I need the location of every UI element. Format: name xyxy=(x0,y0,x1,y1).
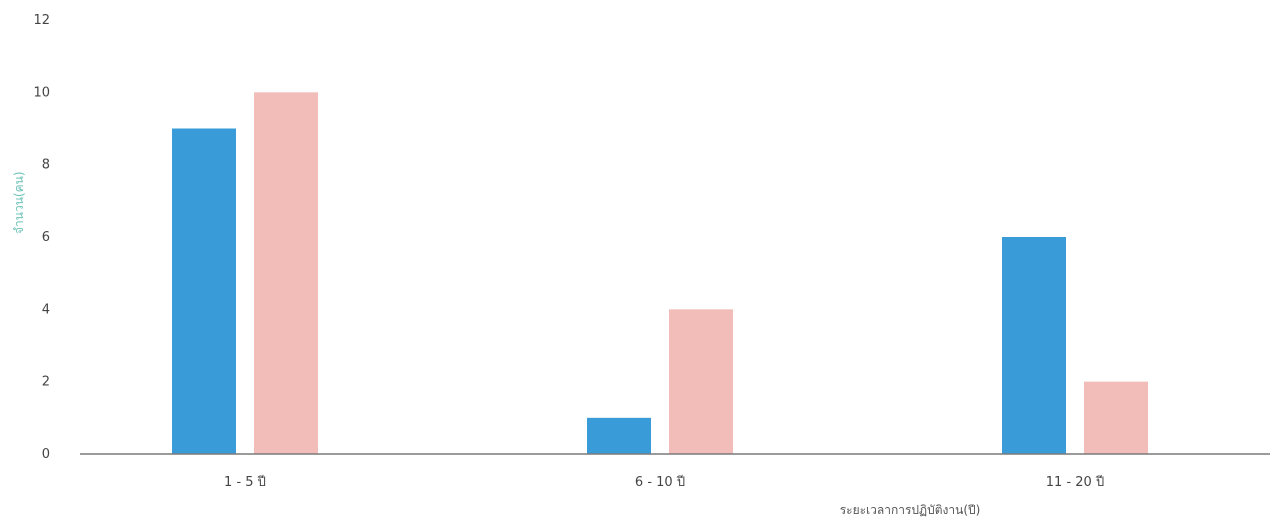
bar-series-1-1 xyxy=(172,128,236,454)
bar-series-2-2 xyxy=(669,309,733,454)
x-tick-label: 11 - 20 ปี xyxy=(1046,474,1104,490)
y-tick-label: 4 xyxy=(42,302,50,317)
y-tick-label: 6 xyxy=(42,230,50,245)
y-tick-label: 8 xyxy=(42,158,50,173)
y-tick-label: 2 xyxy=(42,375,50,390)
bar-series-2-1 xyxy=(254,92,318,454)
y-tick-label: 10 xyxy=(33,85,50,100)
y-tick-label: 0 xyxy=(42,447,50,462)
bar-series-2-3 xyxy=(1084,381,1148,454)
x-tick-label: 1 - 5 ปี xyxy=(224,474,266,490)
bar-series-1-2 xyxy=(587,417,651,454)
x-axis-label: ระยะเวลาการปฏิบัติงาน(ปี) xyxy=(840,503,981,517)
x-tick-label: 6 - 10 ปี xyxy=(635,474,685,490)
y-tick-label: 12 xyxy=(33,13,50,28)
y-axis-label: จำนวน(คน) xyxy=(12,171,26,234)
bar-series-1-3 xyxy=(1002,237,1066,454)
